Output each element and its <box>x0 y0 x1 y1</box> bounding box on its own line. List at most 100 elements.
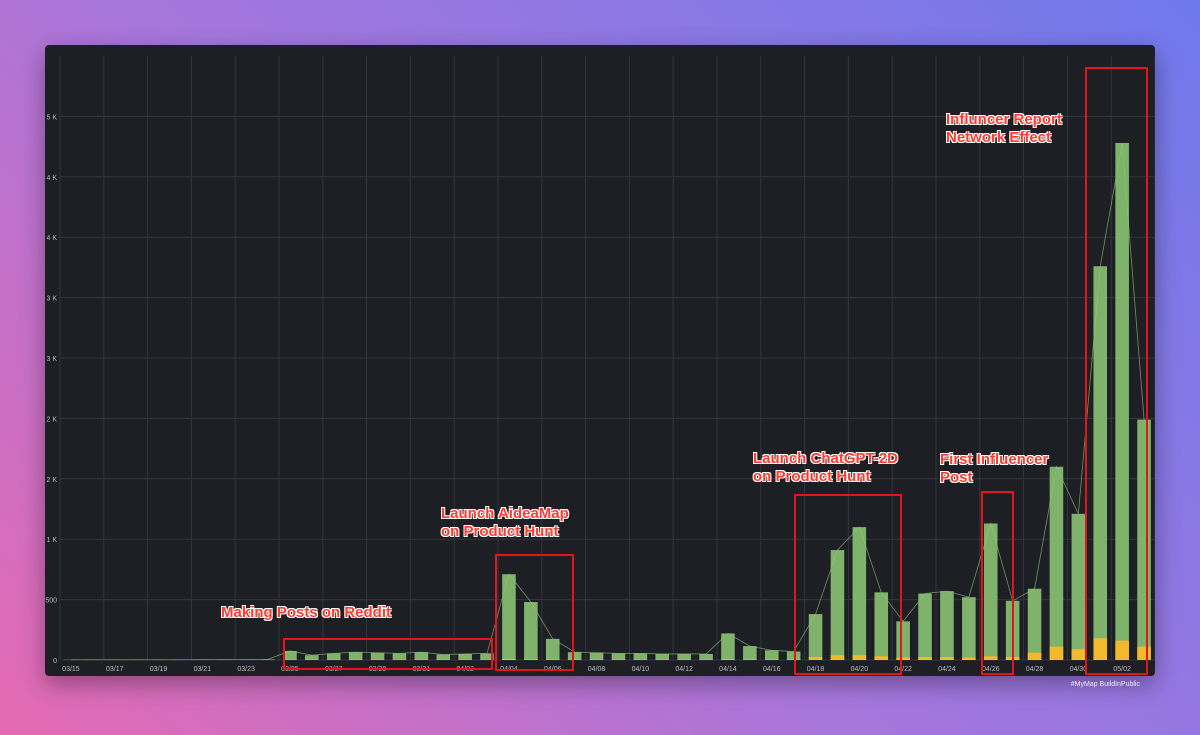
yellow-bar <box>1093 638 1108 660</box>
chart-panel: 0 500 1 K 2 K 2 K 3 K 3 K 4 K 4 K 5 K 03/15 03/17 0… <box>45 45 1155 676</box>
yellow-bar <box>1071 649 1086 660</box>
green-bar <box>852 527 867 660</box>
green-bar <box>370 652 385 660</box>
green-bar <box>348 652 363 660</box>
green-bar <box>896 621 910 660</box>
green-bar <box>436 654 451 660</box>
highlight-box-aideamap <box>495 554 574 671</box>
x-tick-label: 04/28 <box>1026 666 1044 673</box>
x-tick-label: 04/08 <box>588 666 606 673</box>
green-bar <box>655 653 670 660</box>
green-bar <box>567 652 582 660</box>
green-bar <box>611 653 626 660</box>
yellow-bar <box>830 655 845 660</box>
y-tick-label: 4 K <box>46 175 57 182</box>
green-bar <box>983 523 998 660</box>
yellow-bar <box>743 659 757 660</box>
green-bar <box>283 650 297 660</box>
green-bar <box>305 655 319 660</box>
green-bar <box>874 592 889 660</box>
green-bar <box>480 653 494 660</box>
annotation-reddit: Making Posts on Reddit <box>221 604 392 621</box>
green-bar <box>1115 142 1129 660</box>
x-tick-label: 03/19 <box>150 666 168 673</box>
yellow-bar <box>808 656 823 660</box>
green-bar <box>392 653 407 660</box>
green-bar <box>699 653 713 660</box>
y-tick-label: 2 K <box>46 477 57 484</box>
green-bar <box>414 652 429 660</box>
x-tick-label: 05/02 <box>1113 666 1131 673</box>
green-bar <box>633 653 648 660</box>
green-bar <box>721 633 735 660</box>
annotation-aideamap: Launch AideaMap on Product Hunt <box>441 505 569 540</box>
x-tick-label: 03/21 <box>194 666 212 673</box>
highlight-box-influencer-report <box>1085 67 1148 675</box>
green-bar <box>524 602 538 660</box>
yellow-bar <box>940 656 954 660</box>
y-tick-label: 5 K <box>46 114 57 121</box>
trend-polyline <box>70 142 1145 661</box>
green-bar <box>808 614 823 660</box>
yellow-bar <box>764 659 779 660</box>
green-bar <box>1049 466 1064 660</box>
green-bar-series <box>64 142 1151 660</box>
x-tick-label: 04/16 <box>763 666 781 673</box>
y-tick-label: 500 <box>45 598 57 605</box>
yellow-bar <box>524 659 538 660</box>
yellow-bar <box>896 657 910 660</box>
trend-line <box>70 142 1145 661</box>
x-tick-label: 04/10 <box>632 666 650 673</box>
x-tick-label: 03/15 <box>62 666 80 673</box>
yellow-bar <box>962 657 976 660</box>
x-tick-label: 04/12 <box>675 666 693 673</box>
green-bar <box>1027 588 1042 660</box>
highlight-box-reddit <box>283 638 493 670</box>
x-tick-label: 04/30 <box>1070 666 1088 673</box>
y-tick-label: 1 K <box>46 537 57 544</box>
y-tick-label: 4 K <box>46 235 57 242</box>
yellow-bar <box>721 659 735 660</box>
y-tick-label: 0 <box>53 658 57 665</box>
green-bar <box>326 653 341 660</box>
x-tick-label: 04/24 <box>938 666 956 673</box>
x-tick-label: 04/14 <box>719 666 737 673</box>
x-tick-label: 04/26 <box>982 666 1000 673</box>
green-bar <box>940 591 954 660</box>
green-bar <box>458 653 472 660</box>
highlight-box-chatgpt-2d <box>794 494 902 675</box>
green-bar <box>1093 266 1108 660</box>
annotation-chatgpt-2d: Launch ChatGPT-2D on Product Hunt <box>753 450 899 485</box>
x-tick-label: 03/23 <box>237 666 255 673</box>
annotation-influencer-report: Influncer Report Network Effect <box>946 111 1062 146</box>
y-tick-label: 3 K <box>46 296 57 303</box>
x-tick-label: 03/17 <box>106 666 124 673</box>
yellow-bar <box>918 656 932 660</box>
bar-chart: 0 500 1 K 2 K 2 K 3 K 3 K 4 K 4 K 5 K 03/15 03/17 0… <box>45 56 1155 673</box>
green-bar <box>1071 513 1086 660</box>
yellow-bar <box>852 655 867 660</box>
y-tick-label: 2 K <box>46 416 57 423</box>
yellow-bar <box>1049 646 1064 660</box>
yellow-bar <box>1115 640 1129 660</box>
green-bar <box>918 593 932 660</box>
yellow-bar <box>1027 652 1042 660</box>
highlight-box-first-influencer <box>981 491 1014 675</box>
x-axis-labels: 03/15 03/17 03/19 03/21 03/23 03/25 03/27 03/29… <box>62 666 1131 673</box>
green-bar <box>677 653 691 660</box>
yellow-bar <box>502 659 516 660</box>
green-bar <box>502 574 516 660</box>
green-bar <box>743 646 757 660</box>
green-bar <box>764 650 779 660</box>
grid-lines <box>59 56 1155 661</box>
yellow-bar <box>874 656 889 660</box>
x-tick-label: 04/22 <box>894 666 912 673</box>
green-bar <box>830 550 845 660</box>
yellow-bar <box>983 656 998 660</box>
hashtag-footer: #MyMap BuildInPublic <box>1070 681 1140 688</box>
green-bar <box>786 651 801 660</box>
x-tick-label: 04/20 <box>851 666 869 673</box>
annotation-first-influencer: First Influencer Post <box>940 451 1049 486</box>
green-bar <box>545 638 560 660</box>
y-tick-label: 3 K <box>46 356 57 363</box>
